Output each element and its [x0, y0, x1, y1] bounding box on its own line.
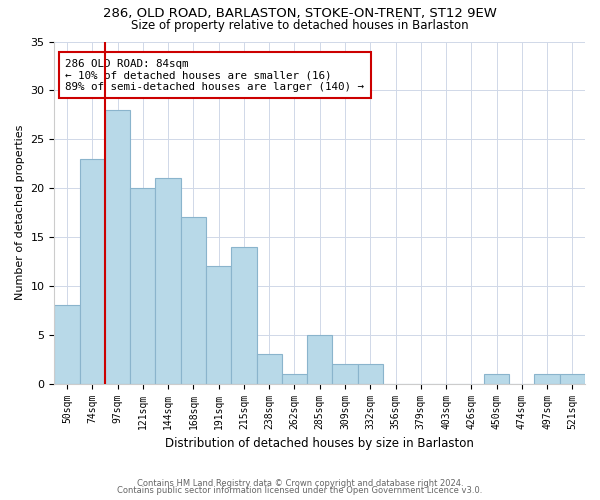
Text: 286, OLD ROAD, BARLASTON, STOKE-ON-TRENT, ST12 9EW: 286, OLD ROAD, BARLASTON, STOKE-ON-TRENT…: [103, 8, 497, 20]
Bar: [155, 178, 181, 384]
Bar: [307, 335, 332, 384]
Bar: [105, 110, 130, 384]
Y-axis label: Number of detached properties: Number of detached properties: [15, 125, 25, 300]
Bar: [130, 188, 155, 384]
Bar: [80, 159, 105, 384]
Bar: [535, 374, 560, 384]
X-axis label: Distribution of detached houses by size in Barlaston: Distribution of detached houses by size …: [165, 437, 474, 450]
Bar: [181, 218, 206, 384]
Bar: [358, 364, 383, 384]
Bar: [55, 306, 80, 384]
Text: Contains HM Land Registry data © Crown copyright and database right 2024.: Contains HM Land Registry data © Crown c…: [137, 478, 463, 488]
Bar: [257, 354, 282, 384]
Bar: [282, 374, 307, 384]
Bar: [231, 247, 257, 384]
Text: Size of property relative to detached houses in Barlaston: Size of property relative to detached ho…: [131, 18, 469, 32]
Text: 286 OLD ROAD: 84sqm
← 10% of detached houses are smaller (16)
89% of semi-detach: 286 OLD ROAD: 84sqm ← 10% of detached ho…: [65, 58, 364, 92]
Bar: [484, 374, 509, 384]
Text: Contains public sector information licensed under the Open Government Licence v3: Contains public sector information licen…: [118, 486, 482, 495]
Bar: [332, 364, 358, 384]
Bar: [560, 374, 585, 384]
Bar: [206, 266, 231, 384]
